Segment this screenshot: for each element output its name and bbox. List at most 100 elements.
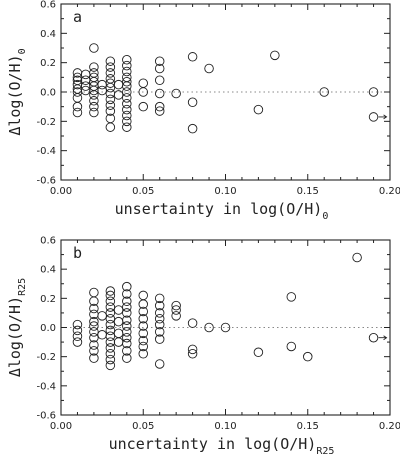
panel-b: 0.00 0.05 0.10 0.15 0.20 0.6 0.4 0.2 0.0 -0.2 -0.4… [6, 236, 400, 458]
data-point [220, 322, 231, 333]
data-point [113, 305, 124, 315]
data-point [105, 94, 116, 105]
y-axis-title-subscript: 0 [17, 48, 28, 54]
data-point [122, 327, 132, 337]
data-point [187, 318, 198, 328]
x-tick-label: 0.05 [132, 421, 154, 432]
data-point [105, 296, 116, 307]
data-point [72, 337, 83, 347]
data-point [154, 75, 165, 86]
data-point [105, 319, 116, 330]
y-tick-label: -0.6 [36, 176, 56, 187]
data-point [122, 81, 132, 91]
data-point [105, 360, 116, 371]
data-point [72, 101, 83, 112]
data-point [122, 116, 132, 127]
data-point [105, 302, 116, 312]
data-point [89, 62, 99, 72]
data-point [138, 78, 148, 88]
data-point [138, 349, 148, 359]
data-point [171, 88, 181, 99]
data-point [105, 290, 116, 301]
y-tick-label: 0.4 [40, 265, 56, 276]
data-point [138, 306, 148, 317]
data-point [122, 296, 132, 307]
data-point [97, 85, 107, 96]
data-point [154, 56, 165, 66]
data-point [89, 96, 99, 106]
data-point [122, 60, 132, 71]
data-point [89, 346, 99, 356]
data-point [122, 93, 132, 103]
data-point [154, 327, 165, 337]
data-point [154, 319, 165, 330]
data-point [89, 90, 99, 100]
x-tick-label: 0.10 [214, 421, 236, 432]
x-axis-title: uncertainty in log(O/H)R25 [109, 435, 335, 457]
data-point [113, 337, 124, 347]
data-point [122, 353, 132, 363]
data-point [138, 341, 148, 352]
y-tick-label: -0.4 [36, 381, 56, 392]
y-tick-label: -0.2 [36, 352, 56, 363]
data-point [138, 299, 148, 309]
data-point [303, 351, 313, 362]
y-tick-label: 0.0 [40, 323, 56, 334]
data-point [187, 52, 198, 62]
data-point [122, 315, 132, 325]
y-tick-label: -0.2 [36, 117, 56, 128]
y-tick-label: 0.4 [40, 29, 56, 40]
y-tick-label: -0.6 [36, 411, 56, 422]
data-point [171, 300, 181, 311]
data-point [105, 68, 116, 78]
panel-letter: a [73, 8, 82, 26]
data-point [154, 63, 165, 74]
data-point [105, 106, 116, 116]
data-point [89, 316, 99, 327]
y-tick-label: 0.6 [40, 236, 56, 247]
data-point [368, 112, 379, 122]
data-point [187, 97, 198, 108]
data-point [138, 290, 148, 301]
data-point [72, 325, 83, 336]
data-point [105, 122, 116, 132]
data-point [89, 303, 99, 314]
data-point [154, 88, 165, 99]
data-point [154, 300, 165, 311]
data-point [122, 308, 132, 318]
data-point [154, 293, 165, 304]
data-point [122, 338, 132, 349]
x-tick-label: 0.00 [50, 421, 72, 432]
data-point [138, 87, 148, 97]
y-tick-label: -0.4 [36, 146, 56, 157]
data-point [122, 110, 132, 121]
data-point [105, 100, 116, 110]
y-tick-label: 0.2 [40, 294, 56, 305]
data-point [154, 334, 165, 344]
data-point [187, 349, 198, 359]
x-axis-title-subscript: 0 [322, 211, 328, 222]
data-point [122, 104, 132, 115]
data-point [113, 90, 124, 100]
data-point [89, 332, 99, 343]
data-point [122, 76, 132, 87]
data-point [105, 349, 116, 359]
y-axis-title-subscript: R25 [17, 278, 28, 296]
data-point [286, 341, 297, 352]
data-point [122, 346, 132, 356]
data-point [138, 314, 148, 324]
data-point [138, 328, 148, 339]
data-point [89, 327, 99, 337]
data-point [89, 101, 99, 112]
y-axis-title: Δlog(O/H)R25 [6, 278, 28, 377]
data-point [122, 54, 132, 65]
data-point [89, 287, 99, 298]
data-point [97, 311, 107, 321]
panel-a: 0.00 0.05 0.10 0.15 0.20 0.6 0.4 0.2 0.0 -0.2 -0.4… [6, 0, 400, 222]
y-tick-label: 0.6 [40, 0, 56, 11]
data-point [122, 281, 132, 292]
data-point [89, 340, 99, 350]
data-point [89, 43, 99, 53]
data-point [122, 332, 132, 343]
